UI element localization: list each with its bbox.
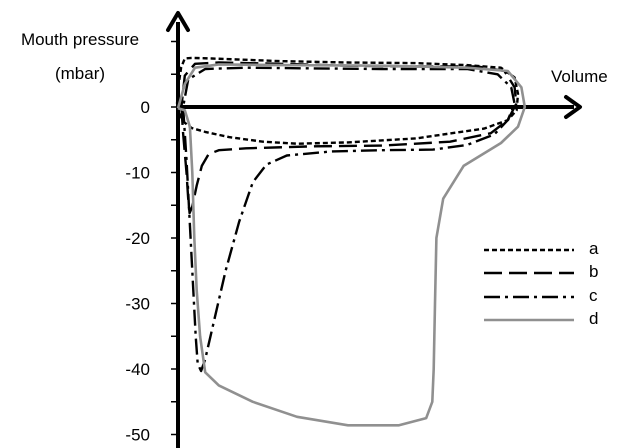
series-line-a [175, 56, 520, 145]
axes [166, 11, 582, 448]
y-axis-label-line2: (mbar) [55, 64, 105, 83]
y-tick-label: -30 [125, 295, 150, 314]
y-axis-arrowhead [166, 11, 190, 32]
y-tick-label: -20 [125, 229, 150, 248]
y-ticks: 0 -10 -20 -30 -40 -50 [125, 40, 178, 445]
legend-label-c: c [589, 286, 598, 305]
legend-label-a: a [589, 239, 599, 258]
legend-label-d: d [589, 309, 598, 328]
x-axis-label: Volume [551, 67, 608, 86]
series-line-d [176, 63, 527, 427]
y-axis-label-line1: Mouth pressure [21, 30, 139, 49]
x-axis-arrowhead [564, 95, 582, 119]
series-line-c [181, 66, 516, 373]
y-tick-label: -50 [125, 426, 150, 445]
y-tick-label: 0 [141, 98, 150, 117]
series-lines [175, 56, 527, 427]
legend-label-b: b [589, 262, 598, 281]
y-tick-label: -10 [125, 164, 150, 183]
y-tick-label: -40 [125, 360, 150, 379]
